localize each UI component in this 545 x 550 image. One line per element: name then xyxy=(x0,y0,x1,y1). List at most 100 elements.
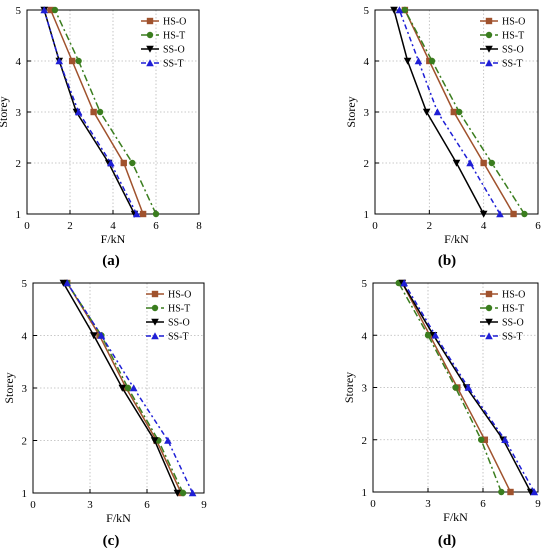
x-axis-label: F/kN xyxy=(106,511,131,525)
data-point xyxy=(107,159,115,167)
legend-label: HS-T xyxy=(168,304,190,315)
data-point xyxy=(59,279,68,287)
legend-marker xyxy=(151,290,159,298)
y-tick-label: 5 xyxy=(364,5,370,17)
data-point xyxy=(477,436,485,443)
y-tick-label: 3 xyxy=(362,383,368,395)
x-tick-label: 0 xyxy=(24,220,30,232)
data-point xyxy=(456,108,463,116)
data-point xyxy=(395,6,404,14)
legend-label: HS-T xyxy=(163,31,185,42)
legend-label: HS-T xyxy=(502,304,524,315)
data-point xyxy=(188,489,197,497)
data-point xyxy=(96,108,104,116)
data-point xyxy=(501,435,509,443)
y-tick-label: 1 xyxy=(364,209,370,221)
y-tick-label: 2 xyxy=(16,158,22,170)
panel-label: (d) xyxy=(438,533,456,549)
legend-label: SS-O xyxy=(502,318,524,329)
x-tick-label: 2 xyxy=(427,220,433,232)
data-point xyxy=(507,488,514,496)
legend-marker xyxy=(485,59,493,67)
y-tick-label: 2 xyxy=(22,436,28,448)
series-hs-t xyxy=(51,6,160,218)
data-point xyxy=(481,436,489,443)
data-point xyxy=(414,57,423,65)
data-point xyxy=(488,159,496,167)
x-axis-label: F/kN xyxy=(444,232,469,246)
data-point xyxy=(129,159,136,167)
x-tick-label: 6 xyxy=(153,220,159,232)
data-point xyxy=(179,489,187,497)
series-line xyxy=(403,282,535,493)
y-tick-label: 4 xyxy=(22,331,28,343)
data-point xyxy=(526,488,535,496)
legend-marker xyxy=(151,332,159,340)
legend-label: SS-T xyxy=(163,59,184,70)
data-point xyxy=(124,384,132,392)
legend-marker xyxy=(485,332,493,340)
legend-marker xyxy=(485,304,493,312)
data-point xyxy=(400,279,408,287)
data-point xyxy=(120,159,127,167)
y-tick-label: 3 xyxy=(22,383,28,395)
data-point xyxy=(403,57,412,65)
data-point xyxy=(40,6,48,14)
legend-label: SS-T xyxy=(502,59,523,70)
y-tick-label: 2 xyxy=(364,158,370,170)
data-point xyxy=(74,108,83,116)
data-point xyxy=(510,210,517,218)
data-point xyxy=(90,108,97,116)
data-point xyxy=(152,210,160,218)
y-tick-label: 4 xyxy=(364,56,370,68)
data-point xyxy=(452,159,461,167)
legend-marker xyxy=(485,45,493,53)
y-tick-label: 1 xyxy=(16,209,22,221)
data-point xyxy=(466,159,474,167)
panel-label: (a) xyxy=(102,253,120,269)
legend-marker xyxy=(151,304,159,312)
data-point xyxy=(480,159,487,167)
legend-marker xyxy=(485,290,493,298)
legend-label: SS-O xyxy=(163,45,185,56)
data-point xyxy=(173,489,182,497)
y-tick-label: 1 xyxy=(362,487,368,499)
series-ss-o xyxy=(390,6,488,218)
x-axis-label: F/kN xyxy=(443,510,468,524)
y-axis-label: Storey xyxy=(342,372,356,403)
data-point xyxy=(118,384,127,392)
y-tick-label: 4 xyxy=(16,56,22,68)
chart-panel-2: 0 2 4 6 1 2 3 4 5 F/kN Storey (b) HS-O HS-T SS-O SS-T xyxy=(344,5,541,269)
legend: HS-O HS-T SS-O SS-T xyxy=(146,290,191,343)
x-tick-label: 6 xyxy=(535,220,541,232)
x-tick-label: 6 xyxy=(144,499,150,511)
x-tick-label: 0 xyxy=(372,220,378,232)
data-point xyxy=(431,331,440,339)
y-tick-label: 5 xyxy=(362,278,368,290)
series-ss-t xyxy=(63,279,197,497)
legend-label: HS-O xyxy=(163,17,186,28)
data-point xyxy=(422,108,431,116)
legend: HS-O HS-T SS-O SS-T xyxy=(480,17,525,70)
series-ss-t xyxy=(400,279,539,496)
data-point xyxy=(428,57,436,65)
legend-marker xyxy=(146,17,154,25)
legend-label: HS-O xyxy=(168,290,191,301)
y-tick-label: 4 xyxy=(362,330,368,342)
series-ss-t xyxy=(40,6,141,218)
data-point xyxy=(496,210,504,218)
data-point xyxy=(479,210,488,218)
legend: HS-O HS-T SS-O SS-T xyxy=(480,290,525,343)
legend-marker xyxy=(146,59,154,67)
data-point xyxy=(498,488,505,496)
legend-label: SS-T xyxy=(502,332,523,343)
data-point xyxy=(452,384,459,391)
data-point xyxy=(521,210,528,218)
data-point xyxy=(97,331,106,339)
series-ss-o xyxy=(59,279,182,497)
data-point xyxy=(63,279,71,287)
series-hs-t xyxy=(395,279,505,496)
x-tick-label: 6 xyxy=(480,498,486,510)
legend-label: SS-T xyxy=(168,332,189,343)
chart-panel-1: 0 2 4 6 8 1 2 3 4 5 F/kN Storey (a) HS-O HS-T SS-O SS-T xyxy=(0,5,202,269)
